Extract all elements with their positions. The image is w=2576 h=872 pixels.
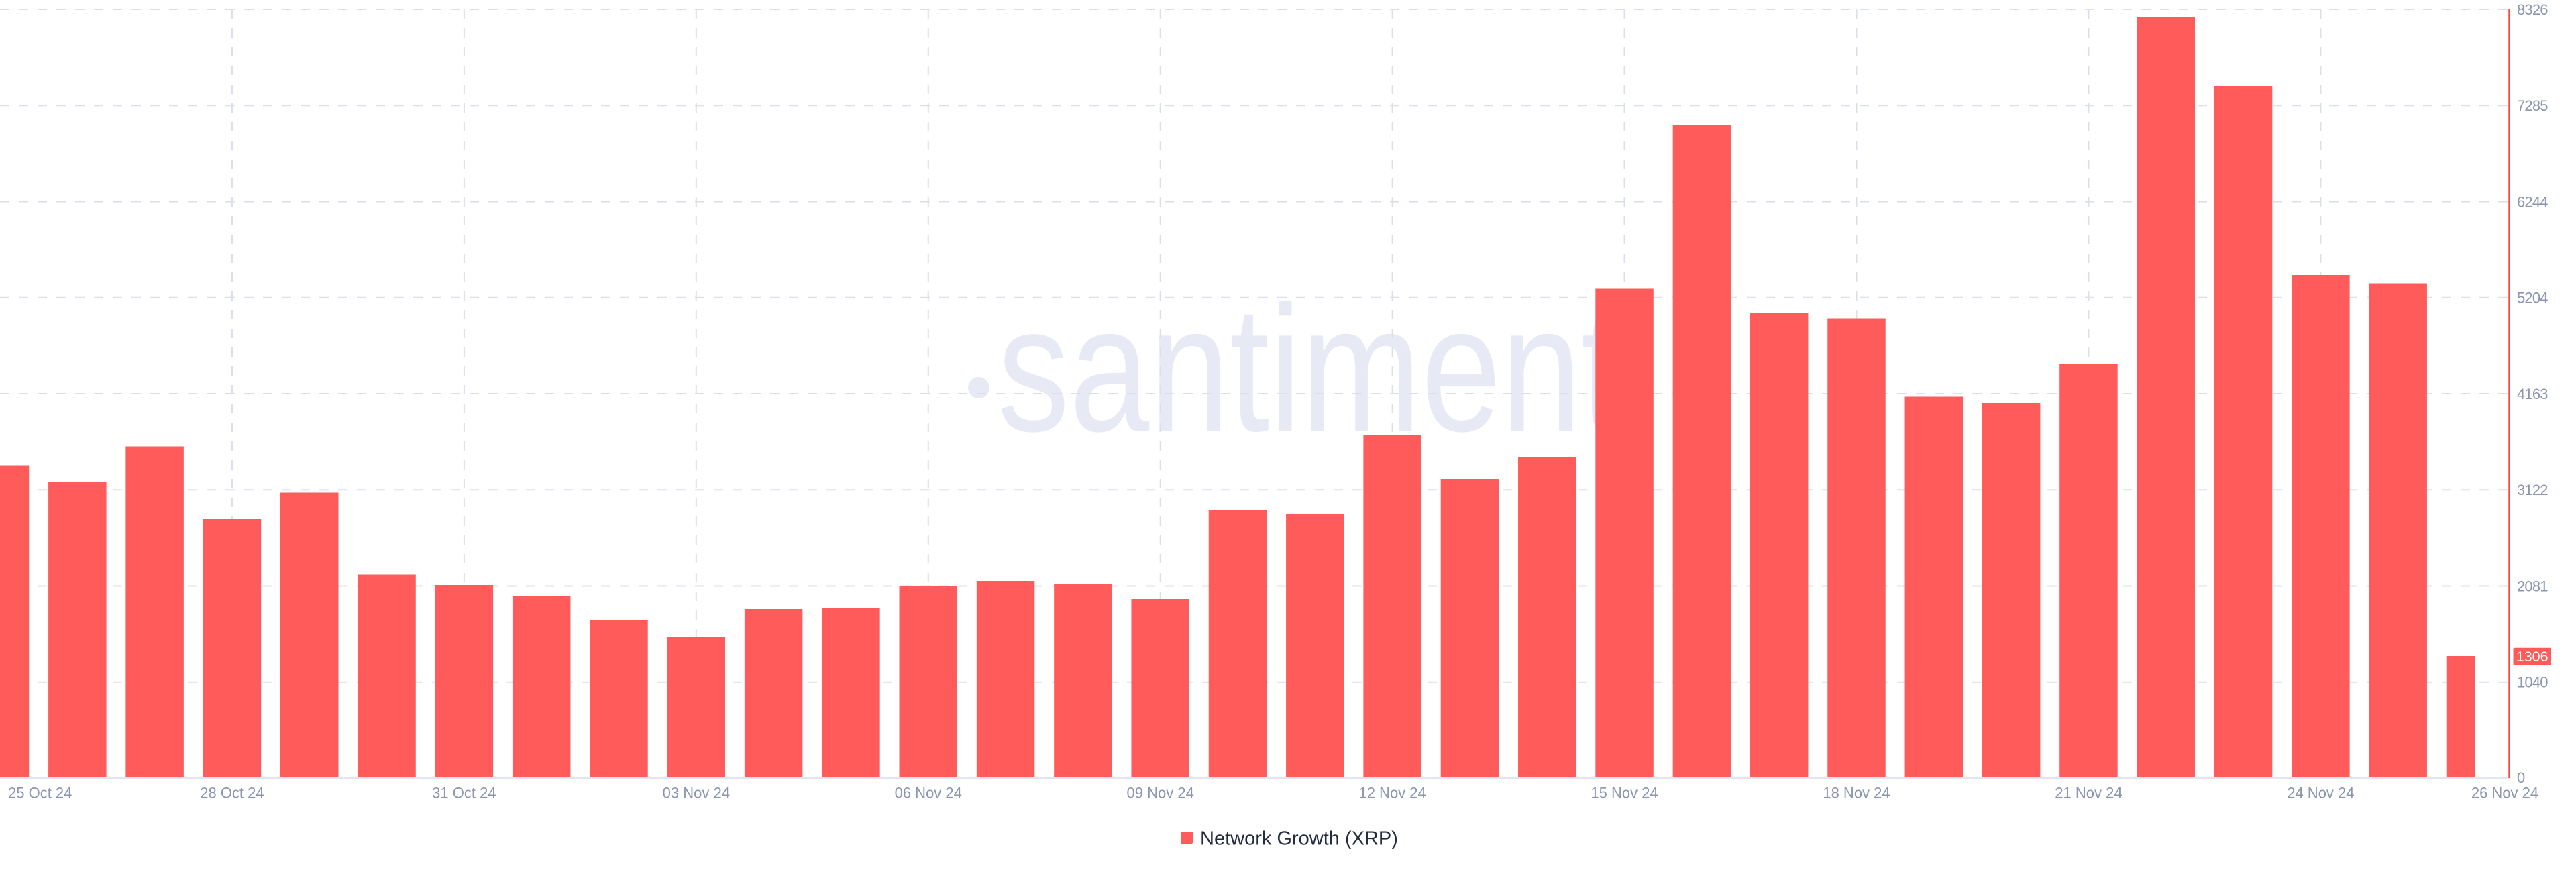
svg-text:santiment: santiment xyxy=(998,268,1621,469)
svg-text:09 Nov 24: 09 Nov 24 xyxy=(1127,785,1194,802)
svg-text:1040: 1040 xyxy=(2517,674,2548,691)
svg-text:18 Nov 24: 18 Nov 24 xyxy=(1823,785,1890,802)
svg-text:Network Growth (XRP): Network Growth (XRP) xyxy=(1200,828,1398,849)
svg-text:28 Oct 24: 28 Oct 24 xyxy=(200,785,264,802)
svg-text:25 Oct 24: 25 Oct 24 xyxy=(8,785,72,802)
svg-text:4163: 4163 xyxy=(2517,386,2548,402)
svg-text:26 Nov 24: 26 Nov 24 xyxy=(2471,785,2538,802)
svg-text:15 Nov 24: 15 Nov 24 xyxy=(1591,785,1658,802)
svg-text:03 Nov 24: 03 Nov 24 xyxy=(663,785,730,802)
svg-text:12 Nov 24: 12 Nov 24 xyxy=(1358,785,1426,802)
svg-text:5204: 5204 xyxy=(2517,290,2548,307)
svg-text:2081: 2081 xyxy=(2517,578,2548,594)
svg-text:0: 0 xyxy=(2517,769,2525,786)
svg-text:8326: 8326 xyxy=(2517,1,2548,18)
svg-text:24 Nov 24: 24 Nov 24 xyxy=(2287,785,2354,802)
svg-text:31 Oct 24: 31 Oct 24 xyxy=(432,785,496,802)
svg-text:21 Nov 24: 21 Nov 24 xyxy=(2055,785,2122,802)
svg-text:06 Nov 24: 06 Nov 24 xyxy=(895,785,962,802)
svg-text:6244: 6244 xyxy=(2517,193,2548,210)
svg-text:7285: 7285 xyxy=(2517,97,2548,114)
svg-text:1306: 1306 xyxy=(2516,649,2548,665)
svg-text:3122: 3122 xyxy=(2517,482,2548,498)
